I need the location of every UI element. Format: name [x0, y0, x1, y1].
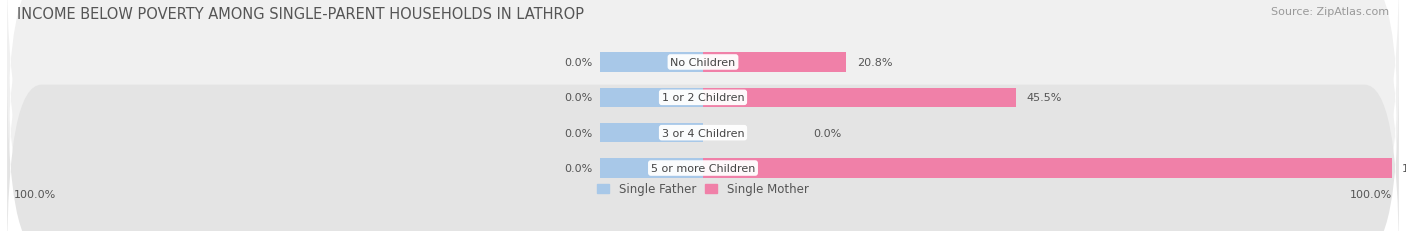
Text: 100.0%: 100.0% [14, 189, 56, 199]
Text: Source: ZipAtlas.com: Source: ZipAtlas.com [1271, 7, 1389, 17]
Bar [703, 53, 846, 72]
FancyBboxPatch shape [7, 75, 1399, 231]
Bar [599, 124, 703, 143]
FancyBboxPatch shape [7, 0, 1399, 156]
Text: 0.0%: 0.0% [813, 128, 841, 138]
Text: 0.0%: 0.0% [565, 93, 593, 103]
Bar [599, 159, 703, 178]
Text: INCOME BELOW POVERTY AMONG SINGLE-PARENT HOUSEHOLDS IN LATHROP: INCOME BELOW POVERTY AMONG SINGLE-PARENT… [17, 7, 583, 22]
Text: 20.8%: 20.8% [856, 58, 893, 68]
Text: 5 or more Children: 5 or more Children [651, 163, 755, 173]
Text: 1 or 2 Children: 1 or 2 Children [662, 93, 744, 103]
Bar [599, 88, 703, 107]
Legend: Single Father, Single Mother: Single Father, Single Mother [598, 182, 808, 195]
FancyBboxPatch shape [7, 40, 1399, 226]
FancyBboxPatch shape [7, 5, 1399, 191]
Bar [703, 88, 1017, 107]
Text: 0.0%: 0.0% [565, 163, 593, 173]
Text: 45.5%: 45.5% [1026, 93, 1062, 103]
Bar [703, 159, 1392, 178]
Text: 0.0%: 0.0% [565, 128, 593, 138]
Text: 0.0%: 0.0% [565, 58, 593, 68]
Text: No Children: No Children [671, 58, 735, 68]
Text: 100.0%: 100.0% [1350, 189, 1392, 199]
Bar [599, 53, 703, 72]
Text: 3 or 4 Children: 3 or 4 Children [662, 128, 744, 138]
Text: 100.0%: 100.0% [1402, 163, 1406, 173]
